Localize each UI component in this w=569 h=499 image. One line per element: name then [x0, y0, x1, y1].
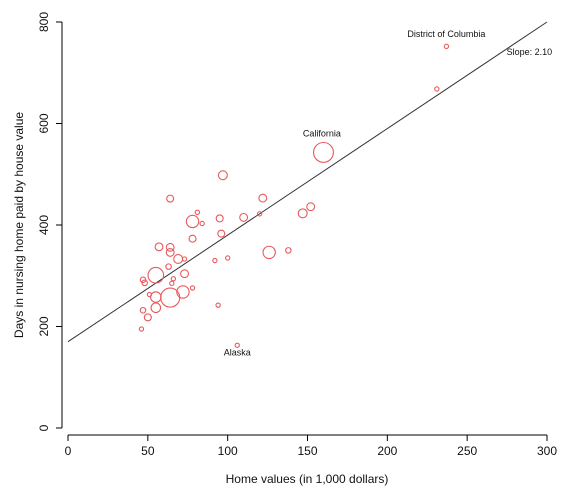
- regression-line-group: [67, 21, 548, 343]
- data-point: [138, 326, 145, 332]
- data-point: [150, 302, 162, 314]
- x-tick-label: 300: [537, 444, 557, 458]
- data-point: [165, 247, 175, 257]
- data-point: [217, 229, 226, 238]
- x-tick-label: 250: [457, 444, 477, 458]
- data-point: [180, 269, 189, 279]
- y-tick-label: 400: [37, 215, 51, 235]
- data-point: [141, 279, 148, 287]
- data-point: [173, 254, 184, 264]
- x-tick-label: 100: [218, 444, 238, 458]
- data-point: [147, 266, 165, 284]
- annotation-label: Alaska: [224, 347, 251, 357]
- data-point: [181, 256, 188, 262]
- data-point: [165, 242, 175, 252]
- data-point: [306, 202, 316, 212]
- x-tick-label: 200: [377, 444, 397, 458]
- annotation-label: California: [303, 129, 341, 139]
- data-point: [143, 313, 152, 322]
- data-point: [189, 285, 196, 291]
- data-point: [239, 212, 249, 222]
- x-axis-title: Home values (in 1,000 dollars): [226, 472, 389, 486]
- y-axis-title: Days in nursing home paid by house value: [12, 112, 26, 338]
- data-point: [256, 211, 263, 217]
- y-tick-label: 600: [37, 113, 51, 133]
- data-point: [258, 193, 268, 203]
- data-point: [188, 234, 197, 243]
- data-point: [212, 257, 218, 264]
- data-point: [234, 342, 240, 348]
- data-point: [262, 245, 276, 260]
- data-point: [166, 194, 175, 203]
- data-point: [215, 302, 221, 308]
- data-points: [138, 43, 450, 348]
- data-point: [185, 214, 200, 229]
- data-point: [215, 214, 224, 223]
- x-tick-label: 50: [141, 444, 155, 458]
- data-point: [443, 43, 450, 50]
- data-point: [170, 276, 177, 282]
- data-point: [160, 287, 181, 308]
- data-point: [165, 263, 172, 270]
- data-point: [434, 86, 440, 92]
- data-point: [285, 247, 292, 254]
- plot-frame: [61, 22, 547, 436]
- annotation-label: District of Columbia: [407, 29, 485, 39]
- data-point: [169, 280, 175, 287]
- point-annotations: District of Columbia California Alaska Slop…: [224, 29, 552, 357]
- data-point: [154, 242, 164, 252]
- data-point: [224, 255, 231, 261]
- data-point: [217, 170, 228, 181]
- data-point: [199, 220, 205, 227]
- data-point: [146, 291, 153, 298]
- x-tick-label: 0: [65, 444, 72, 458]
- y-tick-label: 0: [37, 424, 51, 431]
- data-point: [176, 285, 190, 299]
- y-tick-label: 200: [37, 316, 51, 336]
- y-axis-ticks: 0 200 400 600 800: [37, 12, 62, 431]
- data-point: [150, 291, 162, 303]
- data-point: [297, 208, 308, 219]
- regression-line: [67, 21, 548, 343]
- x-axis-ticks: 0 50 100 150 200 250 300: [65, 435, 557, 458]
- data-point: [139, 306, 147, 314]
- data-point: [194, 209, 201, 215]
- annotation-label: Slope: 2.10: [507, 47, 553, 57]
- data-point: [312, 141, 334, 163]
- y-tick-label: 800: [37, 12, 51, 32]
- x-tick-label: 150: [297, 444, 317, 458]
